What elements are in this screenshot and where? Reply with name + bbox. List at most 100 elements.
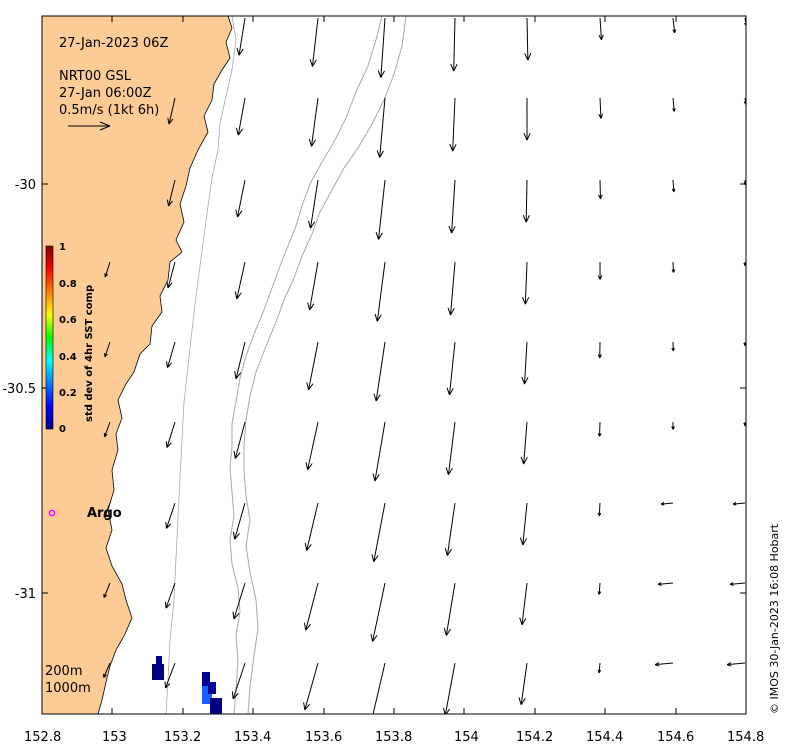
current-arrow	[597, 582, 602, 595]
current-arrow	[654, 662, 674, 667]
current-arrow	[233, 421, 246, 459]
current-arrow	[373, 341, 386, 402]
x-tick-label: 154.4	[586, 730, 623, 745]
current-arrow	[597, 261, 603, 280]
isobath-shelf-inner	[165, 16, 237, 714]
current-arrow	[307, 179, 319, 229]
current-arrow	[523, 97, 531, 141]
y-tick-label: -30	[15, 178, 36, 193]
credit-text: © IMOS 30-Jan-2023 16:08 Hobart	[768, 523, 781, 714]
current-arrow	[166, 179, 176, 207]
current-arrow	[729, 582, 746, 587]
current-arrow	[103, 502, 111, 519]
current-arrow	[672, 97, 676, 112]
y-axis: -30 -30.5 -31	[2, 178, 746, 602]
current-arrow	[447, 261, 456, 316]
current-arrow	[165, 502, 176, 529]
current-arrow	[597, 421, 602, 437]
x-tick-label: 154.6	[657, 730, 694, 745]
isobath-200m-label: 200m	[45, 664, 82, 679]
isobath-1000m	[243, 16, 407, 714]
current-arrow	[103, 421, 111, 438]
x-tick-label: 152.8	[24, 730, 61, 745]
x-tick-label: 153.6	[305, 730, 342, 745]
current-arrow	[165, 421, 176, 448]
current-arrow	[671, 179, 676, 193]
x-axis: 152.8 153 153.2 153.4 153.6 153.8 154 15…	[24, 16, 764, 745]
current-arrow	[442, 662, 456, 714]
y-tick-label: -30.5	[2, 382, 36, 397]
timestamp-label: 27-Jan-2023 06Z	[59, 36, 168, 51]
current-arrow	[234, 261, 246, 300]
current-arrow	[450, 17, 458, 72]
current-arrow	[369, 662, 386, 714]
current-arrow	[104, 341, 111, 358]
current-arrow	[598, 17, 604, 41]
scale-arrow	[68, 121, 111, 131]
sst-patch	[156, 656, 162, 664]
current-arrow	[671, 421, 675, 430]
colorbar: 1 0.8 0.6 0.4 0.2 0 std dev of 4hr SST c…	[45, 242, 95, 435]
current-arrow	[375, 179, 386, 240]
current-arrow	[376, 97, 386, 158]
argo-label: Argo	[87, 506, 122, 521]
current-arrow	[304, 502, 319, 551]
argo-float-marker	[48, 509, 56, 517]
scale-label: 0.5m/s (1kt 6h)	[59, 103, 159, 118]
current-arrow	[443, 582, 456, 636]
colorbar-tick: 0.4	[59, 352, 77, 363]
current-arrow	[377, 17, 386, 78]
current-arrow	[167, 97, 176, 125]
x-tick-label: 154.8	[727, 730, 764, 745]
sst-patch	[202, 686, 212, 704]
isobath-200m	[229, 16, 383, 714]
colorbar-tick: 0.2	[59, 388, 77, 399]
current-arrow	[449, 97, 457, 152]
current-arrow	[232, 502, 246, 540]
current-arrow	[446, 341, 456, 396]
current-arrow	[521, 341, 529, 385]
current-arrow	[522, 261, 530, 305]
current-arrow	[726, 662, 746, 667]
y-tick-label: -31	[15, 587, 36, 602]
sst-patch	[210, 698, 222, 714]
current-arrow	[597, 341, 602, 359]
current-arrow	[519, 582, 528, 626]
colorbar-tick: 0.8	[59, 279, 77, 290]
current-arrow	[371, 502, 386, 563]
current-arrow	[234, 341, 246, 380]
current-arrow	[103, 582, 111, 598]
current-arrow	[307, 261, 319, 311]
current-arrow	[372, 421, 386, 482]
current-arrow	[235, 179, 246, 218]
current-arrow	[374, 261, 386, 322]
current-arrow	[732, 502, 746, 506]
coastline-land	[42, 16, 233, 714]
colorbar-tick: 1	[59, 242, 66, 253]
source-label: NRT00 GSL	[59, 69, 132, 84]
colorbar-label: std dev of 4hr SST comp	[84, 285, 95, 422]
x-tick-label: 153	[102, 730, 127, 745]
x-tick-label: 153.8	[375, 730, 412, 745]
current-arrow	[303, 582, 319, 631]
current-arrow	[671, 341, 675, 352]
sst-patch	[208, 682, 216, 694]
isobath-1000m-label: 1000m	[45, 681, 91, 696]
current-arrow	[166, 341, 176, 369]
datetime-label: 27-Jan 06:00Z	[59, 86, 152, 101]
current-arrow	[671, 261, 676, 273]
current-arrow	[445, 421, 456, 476]
sst-patch	[202, 672, 210, 692]
current-arrow	[164, 662, 176, 689]
current-arrow	[308, 97, 319, 147]
current-arrow	[598, 179, 603, 200]
current-arrow	[232, 582, 246, 620]
current-arrow	[660, 502, 674, 506]
current-arrow	[597, 662, 602, 674]
current-arrow	[448, 179, 456, 234]
current-arrow	[672, 17, 677, 34]
current-arrow	[370, 582, 386, 642]
current-arrow	[166, 261, 176, 289]
current-arrow	[236, 17, 246, 56]
